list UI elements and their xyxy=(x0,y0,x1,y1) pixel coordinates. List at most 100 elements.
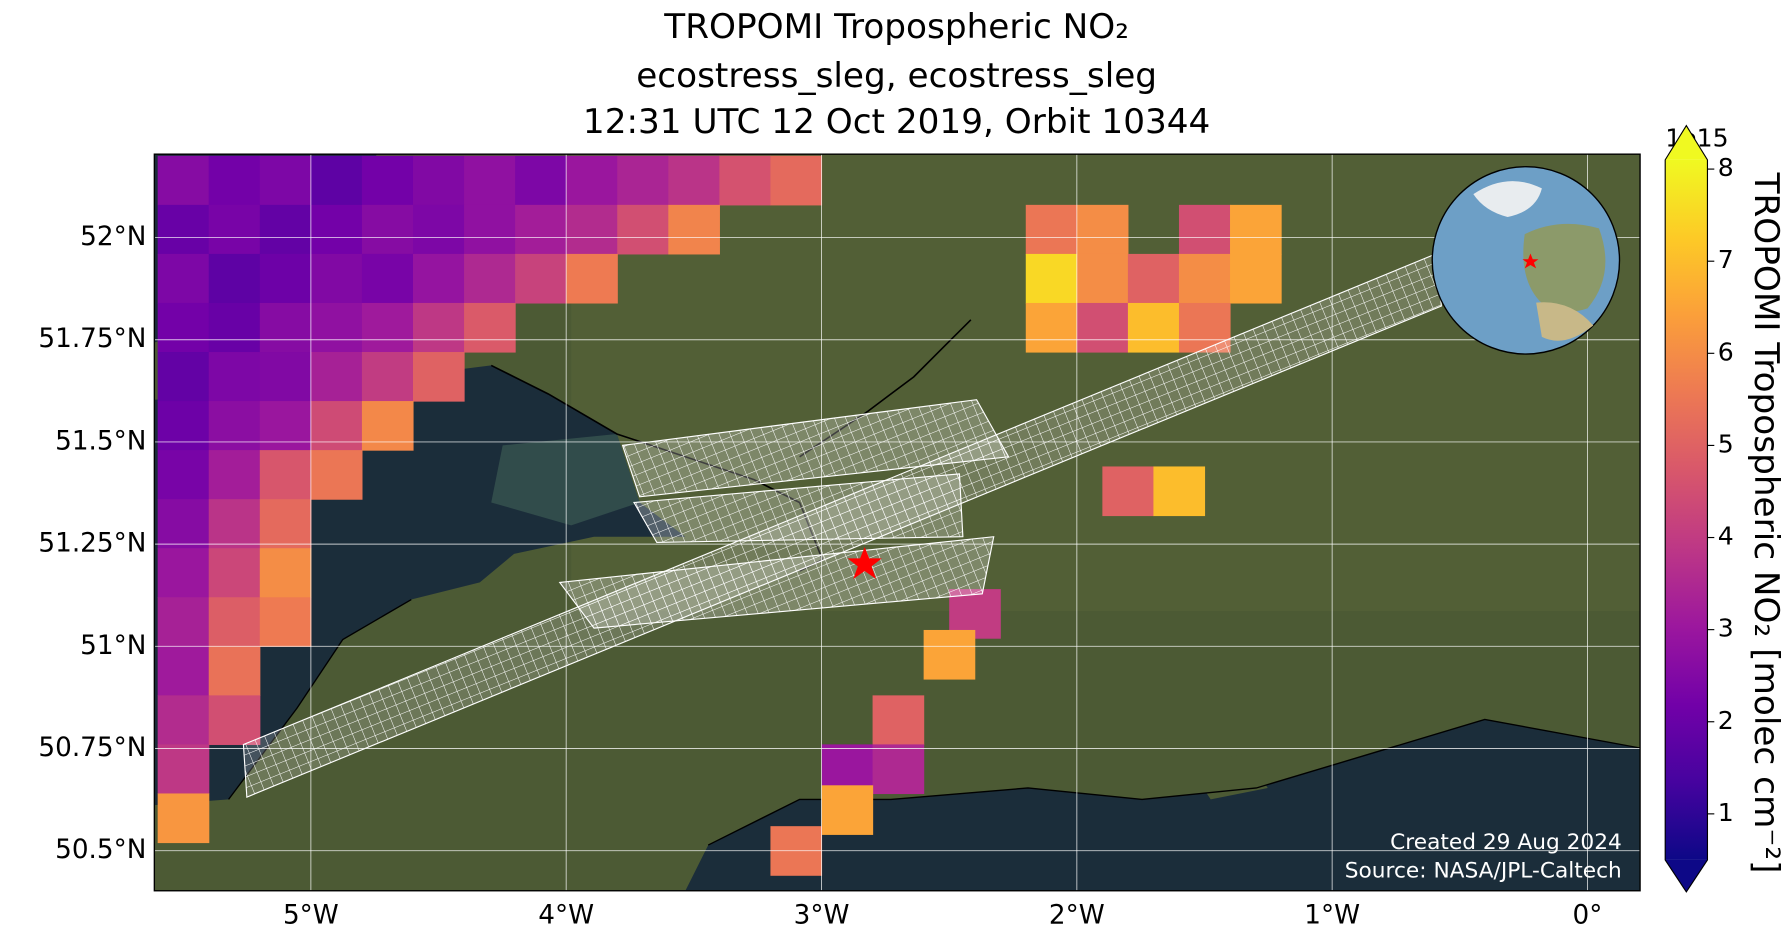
colorbar-tick-label: 8 xyxy=(1718,153,1734,182)
colorbar-outline xyxy=(1664,124,1709,893)
no2-cell xyxy=(412,155,465,206)
no2-cell xyxy=(617,204,669,255)
title-line: ecostress_sleg, ecostress_sleg xyxy=(636,56,1157,96)
footprint-grid xyxy=(622,399,1009,497)
no2-cell xyxy=(464,302,516,353)
no2-cell xyxy=(566,204,618,255)
y-tick-label: 51°N xyxy=(80,631,146,661)
credit: Source: NASA/JPL-Caltech xyxy=(1345,858,1622,883)
no2-cell xyxy=(821,785,874,835)
no2-cell xyxy=(361,155,414,206)
no2-cell xyxy=(668,204,720,255)
no2-cell xyxy=(464,155,516,206)
x-tick-label: 5°W xyxy=(283,900,339,930)
no2-cell xyxy=(208,695,261,745)
colorbar-tick-label: 5 xyxy=(1718,429,1734,458)
no2-cell xyxy=(208,450,261,500)
footprint-grid xyxy=(633,473,963,543)
frame xyxy=(153,153,1641,892)
colorbar-tick-label: 1 xyxy=(1718,798,1734,827)
no2-cell xyxy=(157,155,210,206)
colorbar-tick-label: 4 xyxy=(1718,522,1734,551)
no2-cell xyxy=(310,401,363,451)
no2-cell xyxy=(157,695,210,745)
no2-cell xyxy=(310,302,363,353)
map-area: Created 29 Aug 2024 Source: NASA/JPL-Cal… xyxy=(154,154,1641,891)
colorbar-label: TROPOMI Tropospheric NO₂ [molec cm⁻²] xyxy=(1746,172,1786,874)
no2-cell xyxy=(208,646,261,696)
y-tick-label: 50.5°N xyxy=(55,835,146,865)
no2-cell xyxy=(1153,466,1206,517)
no2-cell xyxy=(208,302,261,353)
colorbar-tick-label: 2 xyxy=(1718,706,1734,735)
no2-cell xyxy=(1178,204,1231,255)
no2-cell xyxy=(208,155,261,206)
no2-cell xyxy=(1076,204,1129,255)
no2-cell xyxy=(310,155,363,206)
no2-cell xyxy=(923,629,976,680)
no2-cell xyxy=(770,155,823,206)
no2-cell xyxy=(361,401,414,451)
x-tick-label: 1°W xyxy=(1304,900,1360,930)
x-tick-label: 3°W xyxy=(794,900,850,930)
no2-cell xyxy=(208,597,261,647)
title-line: 12:31 UTC 12 Oct 2019, Orbit 10344 xyxy=(583,102,1210,142)
grid xyxy=(154,154,1641,891)
no2-cell xyxy=(259,253,312,304)
colorbar-body xyxy=(1665,159,1708,860)
no2-cell xyxy=(566,253,618,304)
no2-cell xyxy=(464,204,516,255)
x-tick-label: 4°W xyxy=(538,900,594,930)
no2-cell xyxy=(515,204,567,255)
no2-cell xyxy=(412,352,465,402)
x-tick-label: 0° xyxy=(1573,900,1603,930)
no2-cell xyxy=(310,450,363,500)
y-tick-label: 52°N xyxy=(80,222,146,252)
colorbar: 1e15 TROPOMI Tropospheric NO₂ [molec cm⁻… xyxy=(1664,123,1786,893)
no2-cell xyxy=(515,155,567,206)
y-tick-label: 51.5°N xyxy=(55,426,146,456)
credit: Created 29 Aug 2024 xyxy=(1390,830,1622,855)
no2-cell xyxy=(1178,253,1231,304)
y-tick-label: 51.75°N xyxy=(38,324,146,354)
no2-cell xyxy=(259,499,312,549)
colorbar-extend-bottom xyxy=(1665,859,1708,892)
no2-cell xyxy=(310,352,363,402)
no2-cell xyxy=(157,597,210,647)
no2-cell xyxy=(157,499,210,549)
no2-cell xyxy=(208,499,261,549)
no2-cell xyxy=(412,253,465,304)
no2-cell xyxy=(208,204,261,255)
no2-cell xyxy=(361,253,414,304)
no2-cell xyxy=(872,695,925,745)
footprint-grid xyxy=(559,536,994,629)
y-tick-label: 50.75°N xyxy=(38,733,146,763)
no2-cell xyxy=(464,253,516,304)
no2-cell xyxy=(668,155,720,206)
no2-cell xyxy=(259,401,312,451)
no2-cell xyxy=(1076,253,1129,304)
colorbar-tick-label: 7 xyxy=(1718,245,1734,274)
sea xyxy=(685,719,1641,891)
globe-land xyxy=(1473,181,1542,217)
no2-cell xyxy=(208,352,261,402)
no2-cell xyxy=(259,155,312,206)
no2-cell xyxy=(617,155,669,206)
no2-cell xyxy=(1127,302,1180,353)
estuary xyxy=(491,433,640,526)
no2-cell xyxy=(157,253,210,304)
no2-cell xyxy=(157,548,210,598)
site-marker xyxy=(847,547,882,579)
no2-cell xyxy=(1025,204,1078,255)
x-tick-label: 2°W xyxy=(1049,900,1105,930)
no2-cell xyxy=(157,793,210,844)
no2-cell xyxy=(1025,302,1078,353)
no2-cell xyxy=(208,401,261,451)
no2-cell xyxy=(157,744,210,795)
island xyxy=(1187,753,1268,800)
no2-cell xyxy=(412,204,465,255)
globe-land xyxy=(1523,223,1606,313)
no2-cell xyxy=(310,204,363,255)
no2-cell xyxy=(157,204,210,255)
